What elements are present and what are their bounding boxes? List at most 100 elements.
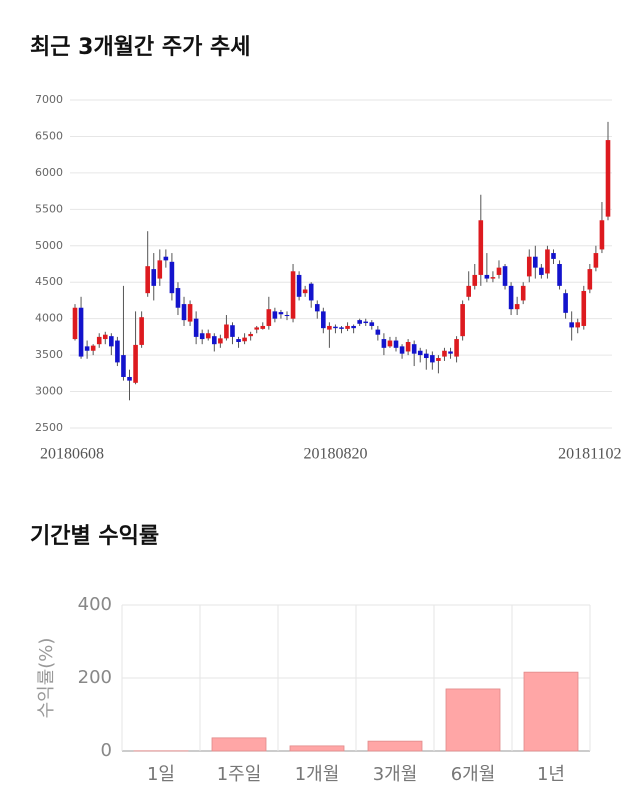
candle-body — [218, 338, 223, 344]
y-tick-label: 2500 — [35, 421, 63, 434]
candle-body — [345, 325, 350, 329]
candle-body — [466, 285, 471, 297]
candle-body — [302, 289, 308, 294]
candle-body — [599, 220, 605, 250]
bar — [289, 745, 345, 752]
candle-body — [387, 340, 393, 347]
candle-body — [133, 344, 138, 383]
candle-body — [393, 340, 399, 348]
y-tick-label: 6000 — [35, 166, 63, 179]
candle-body — [357, 320, 362, 324]
candle-body — [266, 309, 272, 326]
candle-body — [381, 339, 387, 348]
candle-body — [551, 253, 556, 259]
candle-body — [169, 261, 175, 294]
candle-body — [115, 340, 120, 363]
x-tick-label: 1일 — [147, 764, 175, 785]
y-tick-label: 4500 — [35, 275, 63, 288]
candle-body — [175, 288, 181, 308]
candle-body — [563, 293, 568, 313]
chart-title: 최근 3개월간 주가 추세 — [30, 35, 250, 60]
candle-body — [339, 327, 344, 329]
y-tick-label: 200 — [78, 667, 112, 688]
candle-body — [212, 336, 217, 345]
candle-body — [375, 329, 381, 335]
candle-body — [351, 325, 356, 329]
candle-body — [545, 249, 550, 274]
chart-title: 기간별 수익률 — [30, 524, 159, 549]
candle-body — [417, 350, 423, 356]
candle-body — [575, 322, 581, 328]
candle-body — [145, 266, 150, 294]
y-tick-label: 7000 — [35, 93, 63, 106]
y-tick-label: 3500 — [35, 348, 63, 361]
y-tick-label: 0 — [101, 740, 112, 761]
candle-body — [484, 274, 490, 279]
candle-body — [254, 327, 260, 330]
candle-body — [369, 322, 375, 326]
y-tick-label: 5500 — [35, 202, 63, 215]
candle-body — [442, 350, 447, 357]
candle-body — [423, 353, 429, 359]
candle-body — [236, 339, 241, 342]
candle-body — [242, 337, 247, 342]
candle-body — [430, 355, 435, 363]
candle-body — [569, 322, 574, 328]
candle-body — [405, 341, 411, 352]
candle-body — [290, 271, 296, 319]
candle-body — [224, 324, 229, 339]
candle-body — [230, 325, 235, 337]
x-tick-label: 1개월 — [295, 764, 340, 785]
candle-body — [102, 334, 108, 340]
candle-body — [321, 311, 326, 329]
y-tick-label: 3000 — [35, 385, 63, 398]
x-tick-label: 6개월 — [451, 764, 496, 785]
candle-body — [163, 256, 169, 261]
candle-body — [557, 264, 562, 286]
candle-body — [520, 285, 526, 301]
candle-body — [84, 346, 90, 351]
candle-body — [593, 253, 599, 268]
candle-body — [121, 355, 126, 377]
candle-body — [260, 325, 266, 329]
candle-body — [151, 269, 157, 286]
bar — [523, 671, 579, 752]
candle-body — [157, 260, 163, 279]
y-tick-label: 4000 — [35, 312, 63, 325]
y-tick-label: 5000 — [35, 239, 63, 252]
candle-body — [327, 325, 332, 330]
candle-body — [478, 220, 484, 275]
candle-body — [605, 140, 611, 217]
candle-body — [181, 304, 187, 321]
candle-body — [205, 333, 211, 339]
bar — [211, 737, 267, 752]
candle-body — [472, 274, 478, 286]
candle-body — [284, 315, 290, 317]
candle-body — [411, 344, 417, 354]
candle-body — [436, 358, 441, 361]
candle-body — [533, 256, 538, 268]
candle-body — [514, 304, 520, 310]
x-tick-label: 3개월 — [373, 764, 418, 785]
x-tick-label: 1년 — [537, 764, 565, 785]
candle-body — [193, 318, 199, 337]
candle-body — [308, 283, 314, 301]
candle-body — [496, 267, 502, 275]
candle-body — [90, 345, 96, 351]
candle-body — [587, 269, 593, 290]
candle-body — [460, 304, 465, 337]
candle-body — [272, 311, 278, 319]
candle-body — [363, 321, 369, 324]
candle-body — [187, 304, 193, 322]
candle-body — [127, 376, 132, 381]
x-tick-label: 20180820 — [303, 446, 367, 463]
x-tick-label: 20181102 — [558, 446, 621, 463]
candle-body — [502, 266, 508, 286]
candle-body — [454, 339, 459, 357]
candle-body — [399, 346, 405, 354]
x-tick-label: 1주일 — [217, 764, 262, 785]
candle-body — [139, 317, 144, 345]
candle-body — [333, 326, 338, 329]
candle-body — [314, 304, 320, 312]
